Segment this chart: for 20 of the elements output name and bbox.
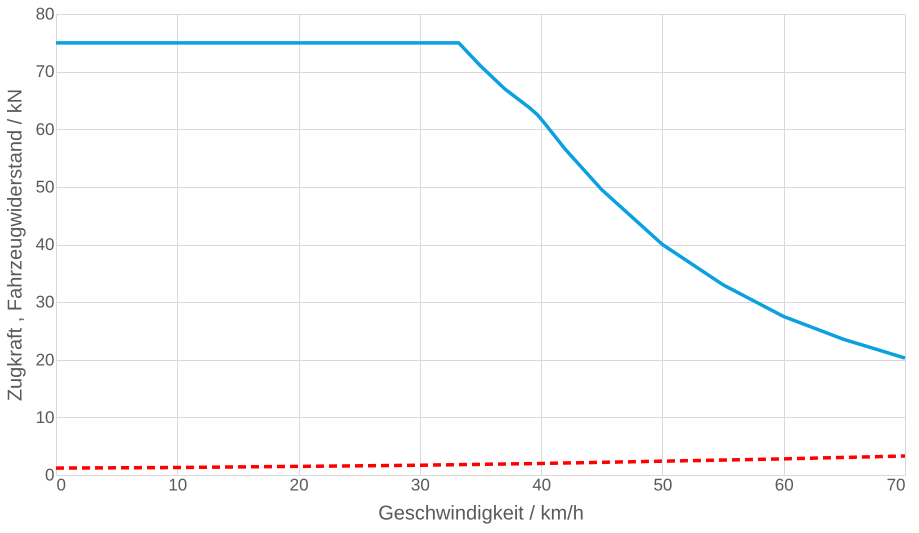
x-tick-label: 60: [774, 476, 794, 494]
y-tick-label: 60: [36, 120, 54, 139]
y-tick-label: 20: [36, 350, 54, 370]
x-tick-label: 40: [532, 476, 552, 494]
line-series: [54, 41, 907, 360]
x-tick-label: 0: [56, 476, 66, 494]
y-tick-label: 50: [36, 177, 54, 196]
x-tick-label: 10: [168, 476, 188, 494]
line-series: [54, 454, 907, 470]
y-axis-title: Zugkraft , Fahrzeugwiderstand / kN: [4, 88, 27, 402]
y-tick-label: 80: [36, 4, 54, 24]
y-tick-label: 40: [36, 235, 54, 254]
x-tick-label: 70: [886, 476, 906, 494]
y-tick-label: 10: [36, 408, 54, 427]
y-tick-label: 30: [36, 292, 54, 312]
x-tick-label: 50: [653, 476, 672, 494]
x-tick-label: 20: [290, 476, 309, 494]
x-tick-label: 30: [410, 476, 430, 494]
x-axis-title: Geschwindigkeit / km/h: [378, 502, 584, 524]
y-tick-label: 70: [36, 62, 54, 82]
